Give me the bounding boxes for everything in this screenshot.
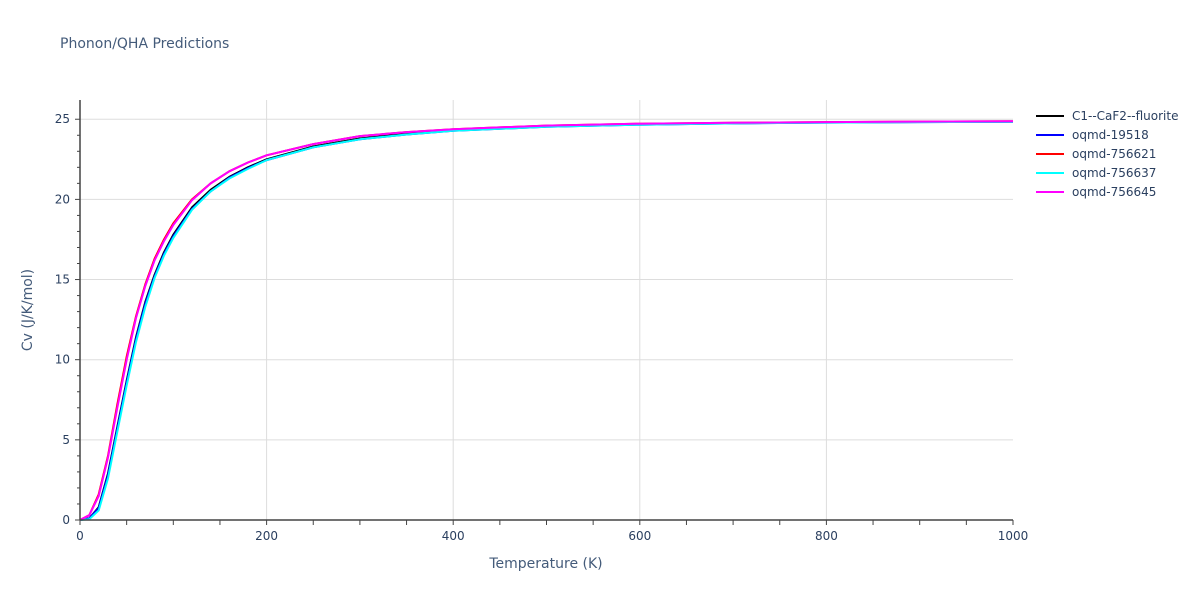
y-tick-label: 15 xyxy=(55,273,70,287)
legend-swatch-icon xyxy=(1036,133,1064,136)
x-tick-label: 400 xyxy=(442,529,465,543)
x-tick-label: 200 xyxy=(255,529,278,543)
series-line xyxy=(79,120,1014,521)
x-tick-label: 800 xyxy=(815,529,838,543)
x-axis-label: Temperature (K) xyxy=(488,556,602,572)
y-axis-label: Cv (J/K/mol) xyxy=(20,269,36,351)
x-tick-label: 1000 xyxy=(998,529,1029,543)
chart-title: Phonon/QHA Predictions xyxy=(60,36,230,52)
legend-swatch-icon xyxy=(1036,171,1064,174)
data-series xyxy=(79,120,1014,521)
legend-swatch-icon xyxy=(1036,152,1064,155)
y-tick-label: 10 xyxy=(55,353,70,367)
legend-item[interactable]: oqmd-756637 xyxy=(1036,163,1178,182)
series-line xyxy=(79,120,1014,521)
axes: 0 5 10 15 20 25 0 200 400 600 800 1000 xyxy=(55,100,1029,543)
y-tick-label: 20 xyxy=(55,192,70,206)
y-tick-label: 5 xyxy=(62,433,70,447)
series-line xyxy=(79,120,1014,521)
legend: C1--CaF2--fluorite oqmd-19518 oqmd-75662… xyxy=(1036,106,1178,201)
legend-item[interactable]: oqmd-756645 xyxy=(1036,182,1178,201)
legend-item[interactable]: oqmd-19518 xyxy=(1036,125,1178,144)
series-line xyxy=(79,120,1014,521)
y-tick-label: 25 xyxy=(55,112,70,126)
legend-item[interactable]: oqmd-756621 xyxy=(1036,144,1178,163)
legend-swatch-icon xyxy=(1036,190,1064,193)
x-tick-label: 0 xyxy=(76,529,84,543)
gridlines xyxy=(80,100,1013,520)
legend-swatch-icon xyxy=(1036,114,1064,117)
y-tick-label: 0 xyxy=(62,513,70,527)
series-line xyxy=(79,120,1014,521)
x-tick-label: 600 xyxy=(628,529,651,543)
legend-item[interactable]: C1--CaF2--fluorite xyxy=(1036,106,1178,125)
